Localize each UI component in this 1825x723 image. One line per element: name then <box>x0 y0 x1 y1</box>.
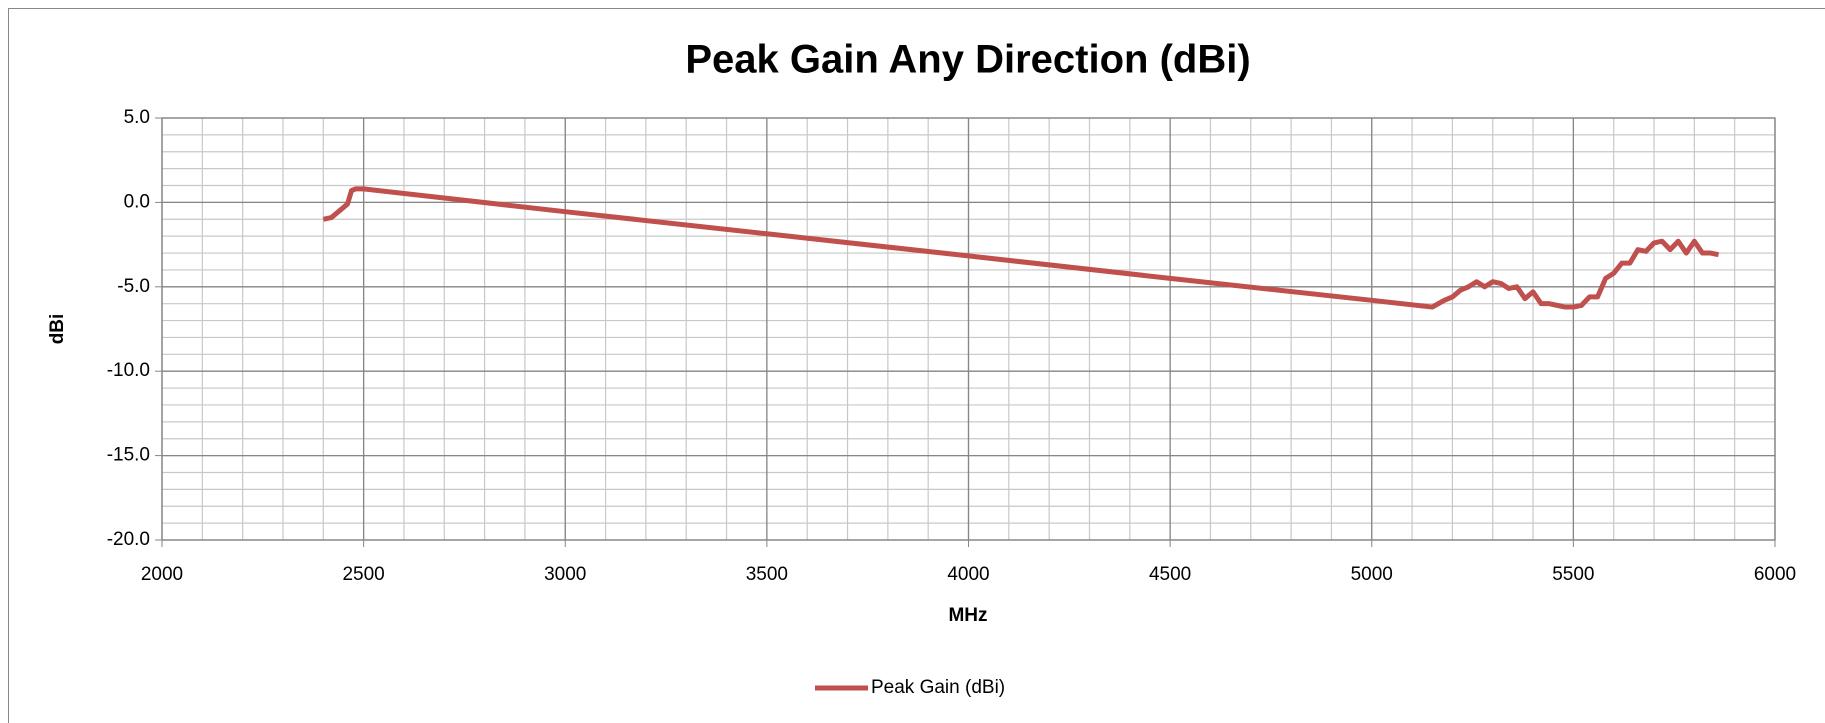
y-axis-title: dBi <box>47 314 68 345</box>
y-tick-label: -20.0 <box>107 529 150 550</box>
x-tick-label: 5000 <box>1351 564 1393 585</box>
data-line <box>322 186 1720 310</box>
x-tick-label: 4000 <box>947 564 989 585</box>
x-tick-label: 3000 <box>544 564 586 585</box>
x-axis-title: MHz <box>948 605 987 626</box>
legend-label: Peak Gain (dBi) <box>871 677 1005 698</box>
x-tick-label: 6000 <box>1754 564 1796 585</box>
y-tick-label: -10.0 <box>107 360 150 381</box>
y-tick-label: 0.0 <box>124 191 150 212</box>
y-tick-label: -5.0 <box>117 276 150 297</box>
y-tick-label: 5.0 <box>124 107 150 128</box>
x-tick-label: 2500 <box>342 564 384 585</box>
y-tick-label: -15.0 <box>107 445 150 466</box>
plot-border <box>161 117 1776 541</box>
chart-title: Peak Gain Any Direction (dBi) <box>685 38 1250 82</box>
x-tick-label: 2000 <box>141 564 183 585</box>
x-tick-label: 4500 <box>1149 564 1191 585</box>
x-tick-label: 3500 <box>746 564 788 585</box>
x-tick-label: 5500 <box>1552 564 1594 585</box>
chart-frame <box>8 8 1825 723</box>
